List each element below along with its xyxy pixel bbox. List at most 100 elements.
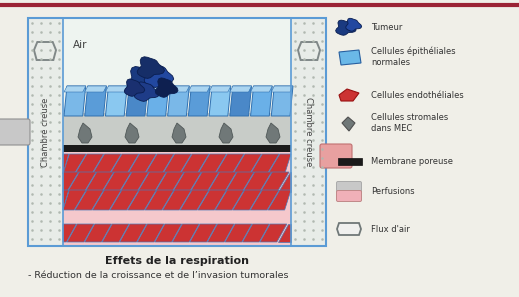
Polygon shape — [180, 154, 209, 174]
Polygon shape — [208, 224, 234, 242]
Polygon shape — [75, 190, 104, 210]
Polygon shape — [63, 172, 79, 192]
Polygon shape — [346, 18, 362, 31]
Polygon shape — [127, 67, 159, 92]
Polygon shape — [126, 86, 148, 92]
Polygon shape — [144, 64, 174, 87]
Polygon shape — [266, 123, 280, 143]
Polygon shape — [120, 172, 149, 192]
Polygon shape — [78, 123, 92, 143]
FancyBboxPatch shape — [336, 181, 362, 192]
Polygon shape — [63, 224, 76, 242]
Polygon shape — [110, 190, 139, 210]
Polygon shape — [268, 190, 291, 210]
Polygon shape — [251, 86, 272, 92]
Polygon shape — [172, 224, 199, 242]
Text: Cellules endothéliales: Cellules endothéliales — [371, 91, 464, 99]
Polygon shape — [342, 117, 355, 131]
Polygon shape — [172, 123, 186, 143]
Text: Perfusions: Perfusions — [371, 187, 415, 195]
Polygon shape — [233, 190, 262, 210]
Polygon shape — [63, 190, 86, 210]
Polygon shape — [85, 172, 114, 192]
Polygon shape — [339, 50, 361, 65]
Bar — [28, 18, 63, 246]
FancyBboxPatch shape — [320, 144, 352, 168]
Polygon shape — [145, 154, 174, 174]
Polygon shape — [209, 86, 231, 116]
Polygon shape — [242, 224, 269, 242]
Text: Membrane poreuse: Membrane poreuse — [371, 157, 453, 165]
Text: Chambre creuse: Chambre creuse — [305, 97, 313, 167]
Polygon shape — [209, 86, 231, 92]
Polygon shape — [75, 154, 104, 174]
Text: Cellules épithéliales
normales: Cellules épithéliales normales — [371, 47, 456, 67]
Polygon shape — [251, 86, 272, 116]
Polygon shape — [180, 190, 209, 210]
Text: Air: Air — [73, 40, 88, 50]
Polygon shape — [215, 154, 244, 174]
Polygon shape — [336, 20, 356, 35]
Polygon shape — [260, 172, 289, 192]
Polygon shape — [64, 86, 86, 116]
Polygon shape — [260, 224, 287, 242]
Polygon shape — [298, 42, 320, 60]
Text: Chambre creuse: Chambre creuse — [40, 97, 49, 167]
Polygon shape — [188, 86, 210, 92]
Text: Flux d'air: Flux d'air — [371, 225, 410, 233]
Polygon shape — [219, 123, 233, 143]
Polygon shape — [271, 86, 293, 116]
Polygon shape — [268, 154, 291, 174]
Polygon shape — [233, 154, 262, 174]
Polygon shape — [92, 190, 121, 210]
Polygon shape — [337, 223, 361, 235]
Polygon shape — [85, 224, 112, 242]
Polygon shape — [155, 78, 178, 97]
Bar — [63, 18, 291, 113]
Polygon shape — [208, 172, 237, 192]
Bar — [28, 18, 326, 246]
Polygon shape — [278, 224, 291, 242]
Polygon shape — [138, 172, 167, 192]
Polygon shape — [162, 190, 192, 210]
Polygon shape — [155, 172, 184, 192]
Polygon shape — [110, 154, 139, 174]
Polygon shape — [190, 224, 217, 242]
Polygon shape — [225, 224, 252, 242]
Polygon shape — [162, 154, 192, 174]
Polygon shape — [250, 190, 279, 210]
Polygon shape — [92, 154, 121, 174]
Polygon shape — [190, 172, 219, 192]
FancyBboxPatch shape — [336, 190, 362, 201]
Polygon shape — [137, 224, 164, 242]
Polygon shape — [63, 190, 69, 210]
Bar — [63, 145, 291, 152]
Polygon shape — [215, 190, 244, 210]
Polygon shape — [168, 86, 189, 116]
Polygon shape — [63, 154, 69, 174]
Polygon shape — [102, 224, 129, 242]
Polygon shape — [134, 82, 159, 101]
Polygon shape — [102, 172, 131, 192]
Bar — [338, 158, 362, 165]
Polygon shape — [105, 86, 127, 92]
Polygon shape — [85, 86, 106, 92]
FancyBboxPatch shape — [0, 119, 30, 145]
Bar — [63, 113, 291, 145]
Polygon shape — [124, 79, 145, 96]
Polygon shape — [225, 172, 254, 192]
Text: - Réduction de la croissance et de l’invasion tumorales: - Réduction de la croissance et de l’inv… — [28, 271, 289, 280]
Polygon shape — [278, 172, 291, 192]
Polygon shape — [128, 154, 156, 174]
Polygon shape — [105, 86, 127, 116]
Polygon shape — [250, 154, 279, 174]
Text: Tumeur: Tumeur — [371, 23, 402, 32]
Polygon shape — [168, 86, 189, 92]
Text: Cellules stromales
dans MEC: Cellules stromales dans MEC — [371, 113, 448, 133]
Text: Effets de la respiration: Effets de la respiration — [105, 256, 249, 266]
Polygon shape — [137, 57, 165, 78]
Polygon shape — [188, 86, 210, 116]
Polygon shape — [145, 190, 174, 210]
Polygon shape — [339, 89, 359, 101]
Polygon shape — [271, 86, 293, 92]
